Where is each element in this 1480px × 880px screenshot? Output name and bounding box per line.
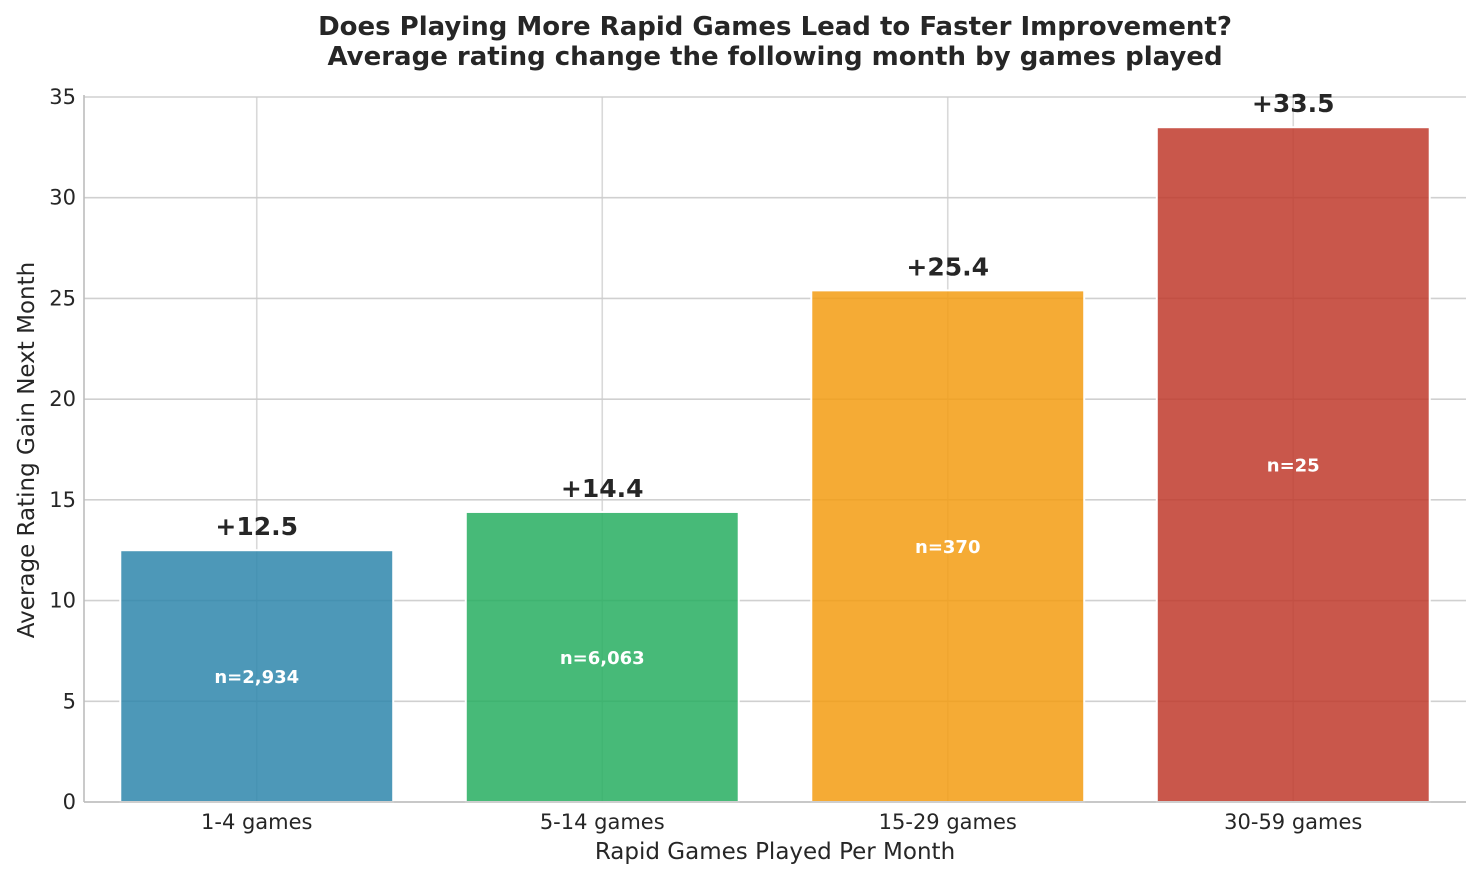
bar-sample-size-label: n=6,063: [560, 648, 645, 669]
bar-value-label: +12.5: [215, 512, 298, 541]
y-tick-label: 15: [49, 488, 76, 512]
x-tick-label: 5-14 games: [540, 810, 665, 834]
bar: [464, 510, 740, 803]
x-tick-label: 15-29 games: [879, 810, 1017, 834]
y-tick-label: 5: [63, 689, 76, 713]
y-tick-label: 0: [63, 790, 76, 814]
y-tick-label: 25: [49, 286, 76, 310]
bar-sample-size-label: n=2,934: [214, 667, 299, 688]
axes: [83, 95, 1466, 803]
bar-value-label: +25.4: [906, 252, 989, 281]
bar-sample-size-label: n=25: [1267, 456, 1320, 477]
x-tick-label: 30-59 games: [1224, 810, 1362, 834]
x-tick-label: 1-4 games: [201, 810, 313, 834]
bar-value-label: +33.5: [1252, 89, 1335, 118]
y-tick-label: 10: [49, 589, 76, 613]
y-tick-label: 20: [49, 387, 76, 411]
bar-value-label: +14.4: [561, 474, 644, 503]
y-axis-label: Average Rating Gain Next Month: [14, 262, 40, 638]
bar: [119, 549, 395, 804]
bar: [1155, 126, 1431, 803]
bar: [810, 289, 1086, 803]
y-tick-label: 30: [49, 186, 76, 210]
x-axis-label: Rapid Games Played Per Month: [595, 839, 955, 865]
bar-sample-size-label: n=370: [915, 537, 980, 558]
labels: 0 5 10 15 20 25 30 35 1-4 games +12.5 n=2,934 5-14 …: [49, 85, 1362, 834]
chart-title: Does Playing More Rapid Games Lead to Fa…: [318, 12, 1232, 42]
y-tick-label: 35: [49, 85, 76, 109]
chart-subtitle: Average rating change the following mont…: [327, 42, 1222, 72]
bars: [119, 126, 1431, 804]
